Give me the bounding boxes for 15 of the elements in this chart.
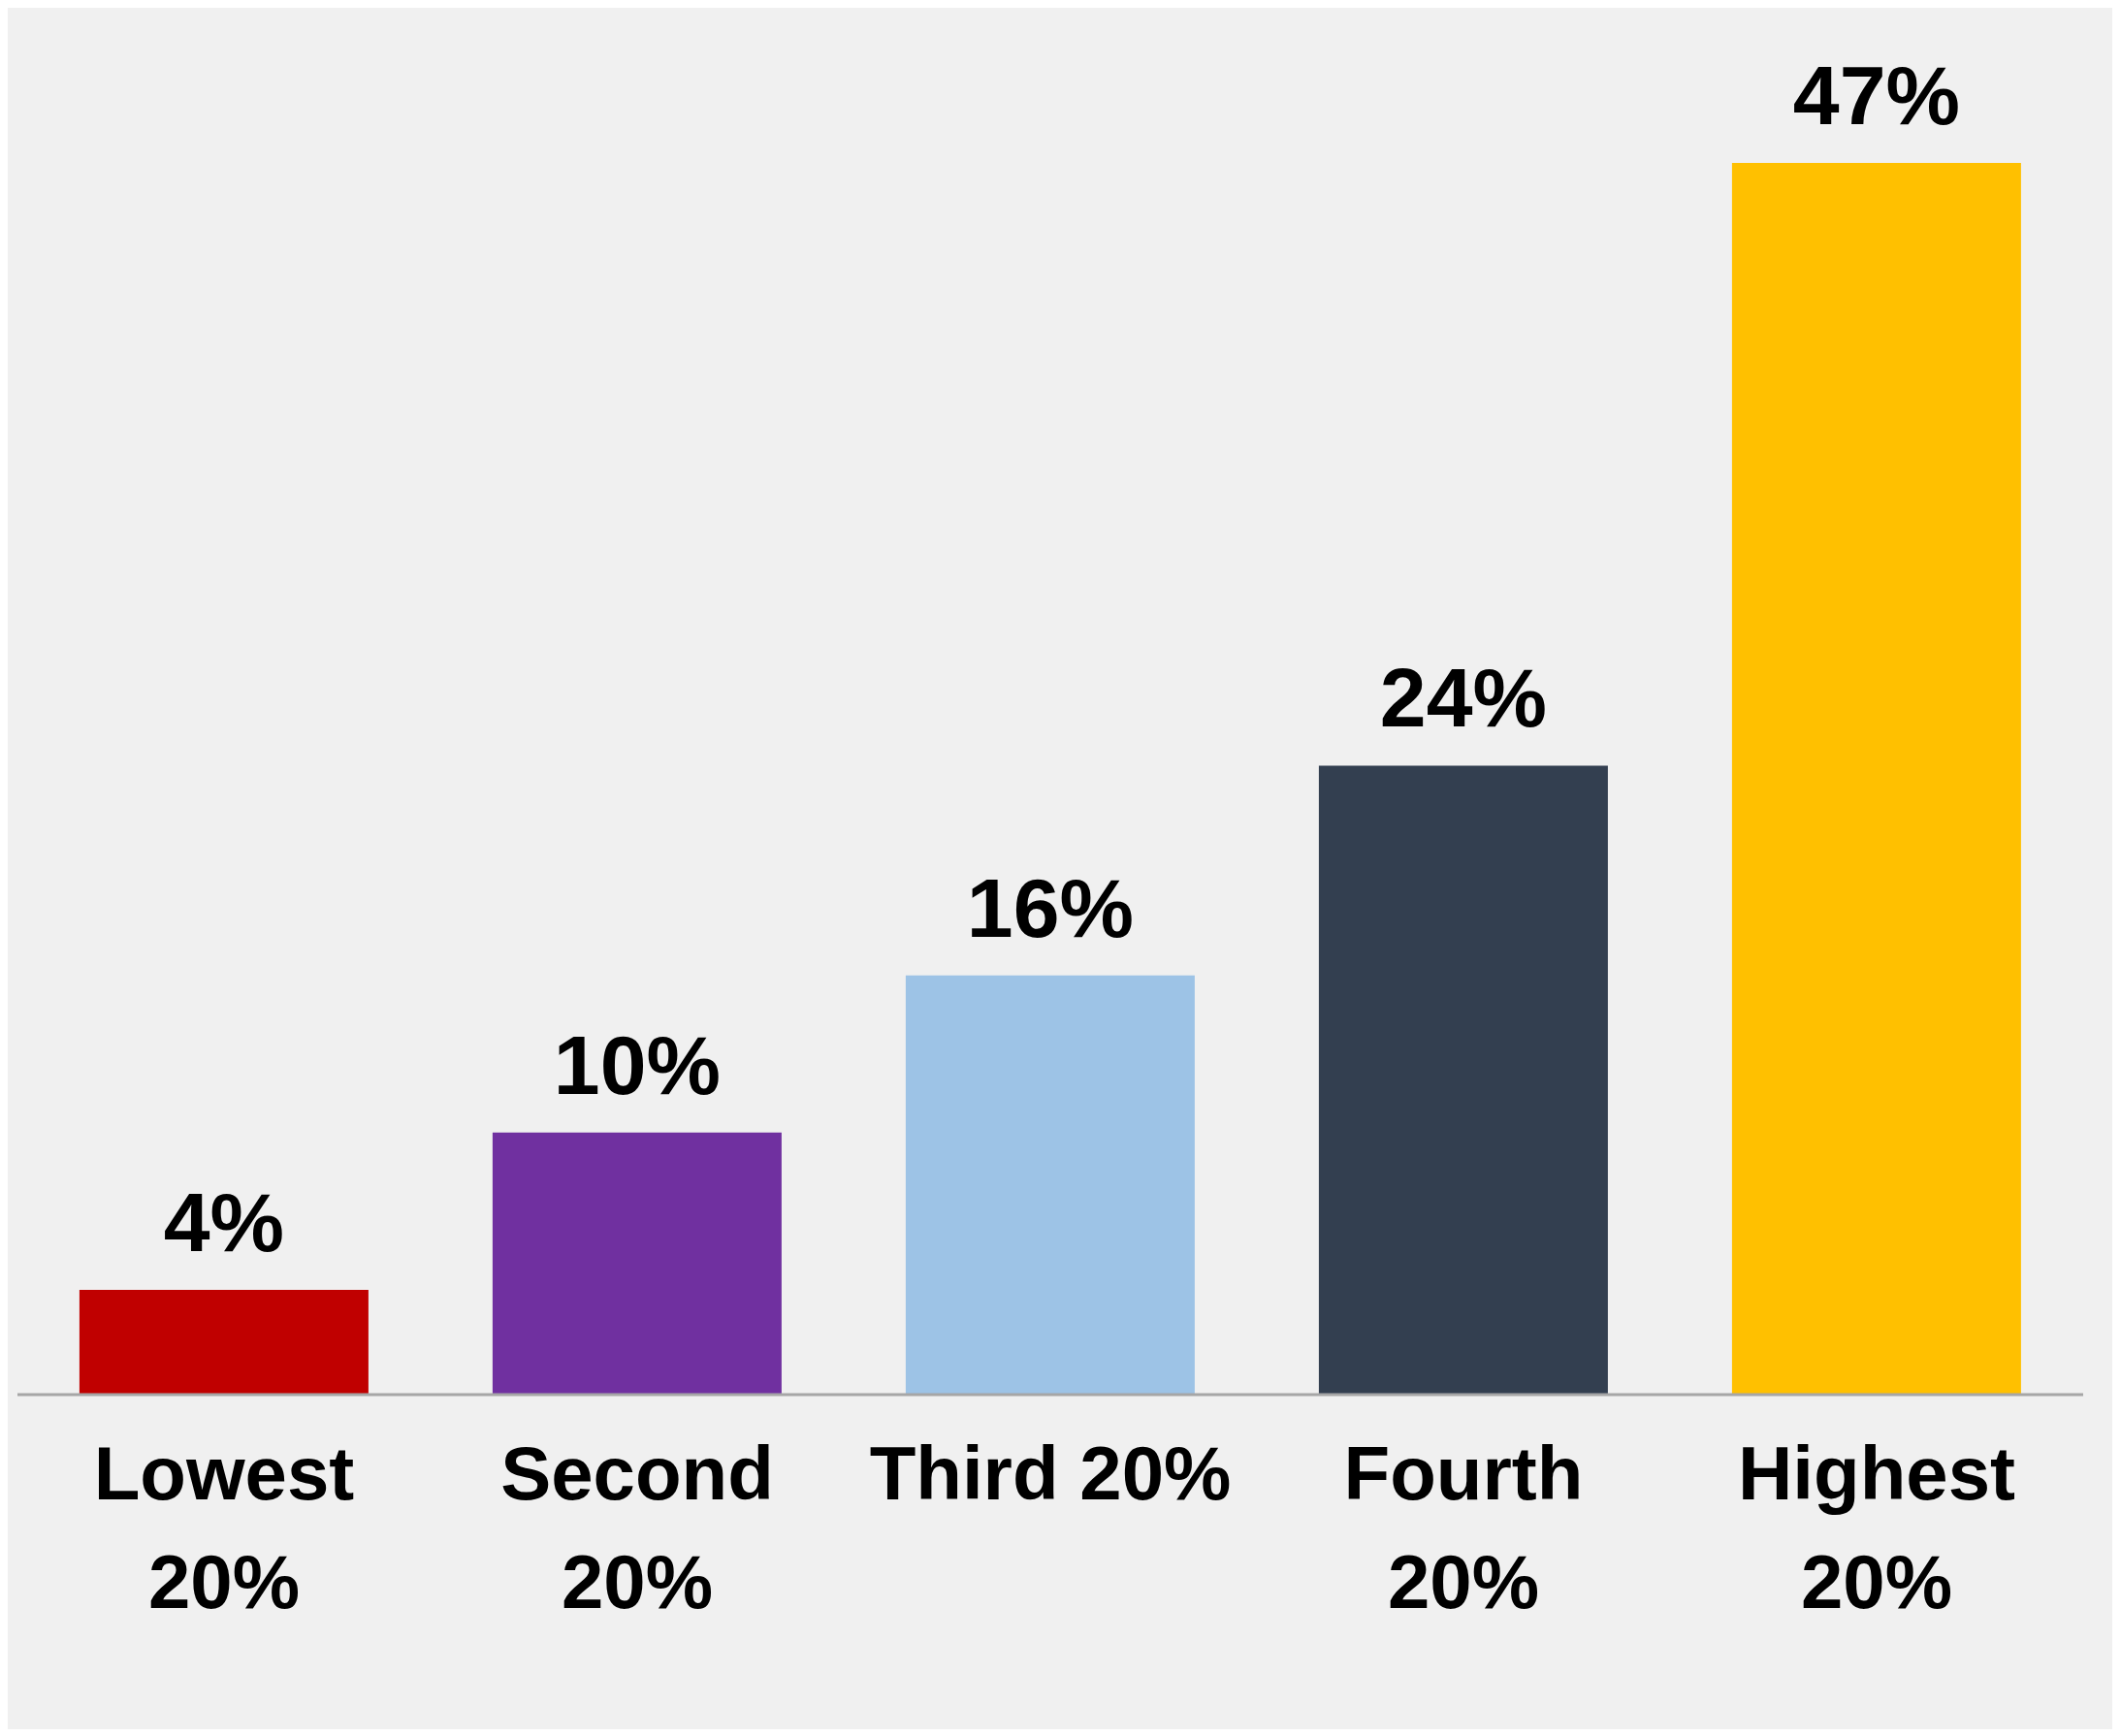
bar bbox=[79, 1289, 369, 1395]
bar bbox=[905, 975, 1195, 1395]
data-label: 10% bbox=[553, 1017, 721, 1111]
data-label: 4% bbox=[163, 1174, 285, 1269]
bar bbox=[1318, 765, 1608, 1395]
x-tick-label: Third 20% bbox=[869, 1431, 1232, 1516]
data-label: 24% bbox=[1379, 651, 1547, 745]
x-tick-label: Fourth 20% bbox=[1343, 1431, 1584, 1624]
x-tick-label: Lowest 20% bbox=[93, 1431, 355, 1624]
bar bbox=[1731, 163, 2021, 1395]
data-label: 16% bbox=[966, 860, 1134, 954]
data-label: 47% bbox=[1792, 48, 1960, 142]
x-tick-label: Highest 20% bbox=[1737, 1431, 2016, 1624]
bar bbox=[492, 1132, 782, 1395]
x-tick-label: Second 20% bbox=[500, 1431, 774, 1624]
